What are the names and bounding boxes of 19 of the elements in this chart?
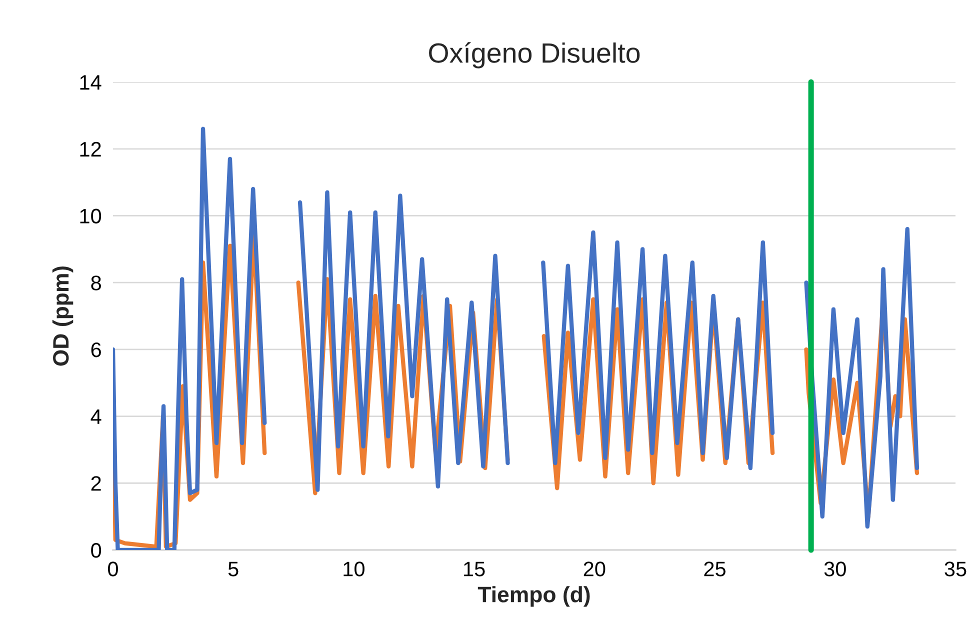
y-tick-label: 8 [91,276,101,290]
y-tick-label: 4 [90,410,102,424]
y-tick-label: 0 [91,542,102,558]
x-axis-title: Tiempo (d) [478,586,590,607]
x-tick-label: 0 [108,562,118,576]
y-tick-label: 6 [91,342,101,358]
y-tick-label: 2 [91,476,101,491]
y-tick-label: 12 [80,142,101,156]
x-tick-label: 15 [464,562,485,576]
chart-title: Oxígeno Disuelto [429,42,640,68]
x-tick-label: 5 [228,562,238,576]
y-axis-title: OD (ppm) [52,266,74,366]
x-tick-label: 35 [944,562,966,576]
x-tick-label: 20 [584,562,606,576]
x-tick-label: 30 [824,562,846,576]
x-tick-label: 10 [344,562,364,576]
y-tick-label: 14 [80,75,102,90]
y-tick-label: 10 [80,208,102,224]
x-tick-label: 25 [704,562,726,576]
